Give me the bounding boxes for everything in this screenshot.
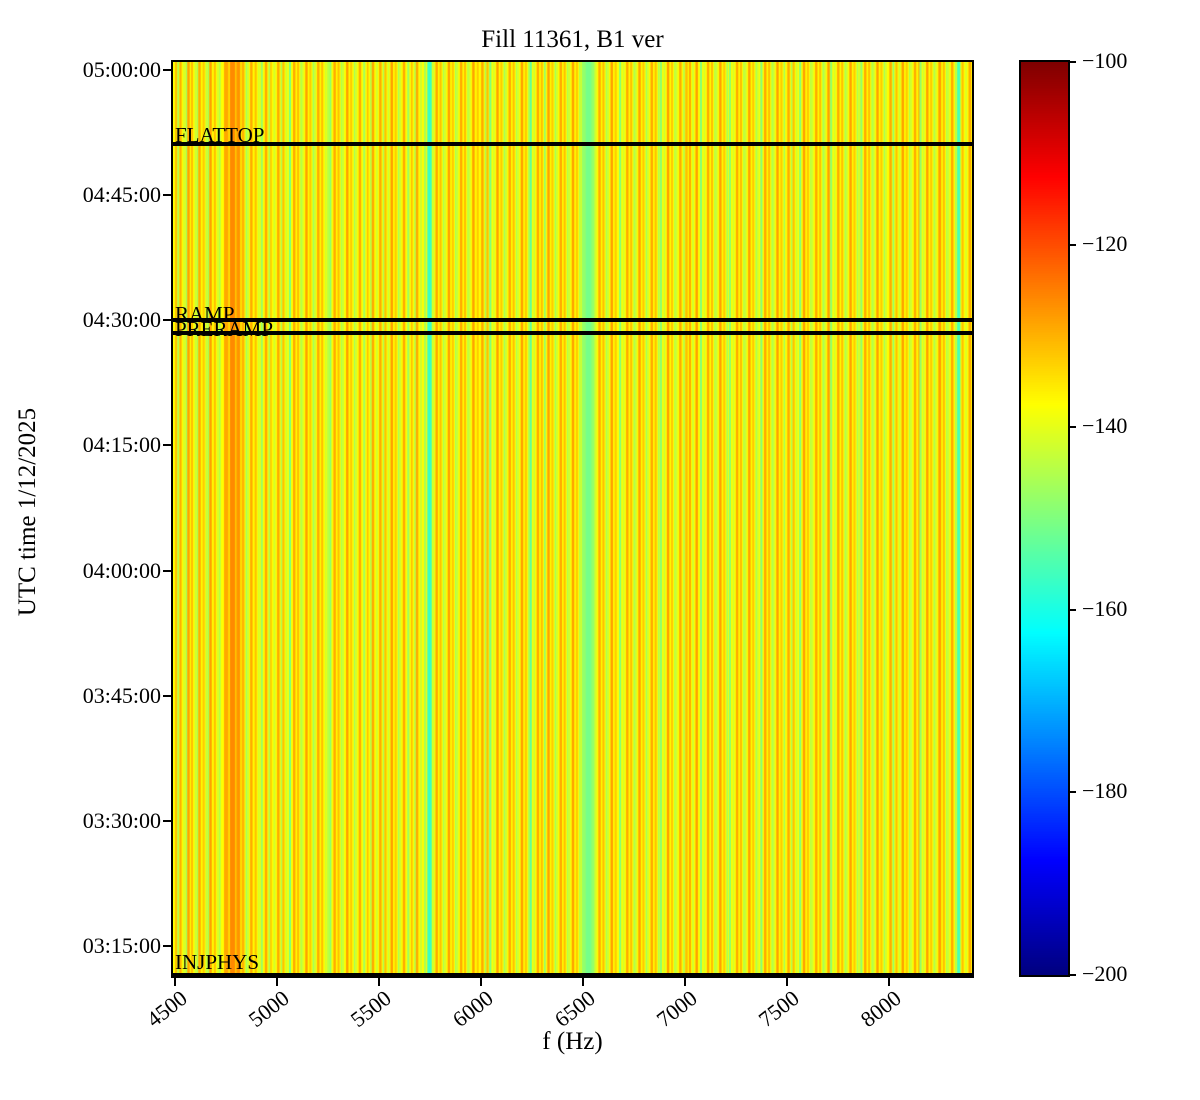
spectrogram-plot: FLATTOP RAMP PRERAMP INJPHYS xyxy=(171,60,974,978)
y-tick-mark xyxy=(163,69,171,72)
colorbar xyxy=(1019,60,1070,977)
x-axis-label: f (Hz) xyxy=(542,1028,603,1055)
colorbar-tick-mark xyxy=(1068,974,1076,976)
y-tick-mark xyxy=(163,194,171,197)
event-label-preramp: PRERAMP xyxy=(175,317,274,342)
x-tick-mark xyxy=(378,978,381,986)
x-tick-mark xyxy=(582,978,585,986)
colorbar-tick-label: −160 xyxy=(1082,595,1128,621)
event-line-flattop xyxy=(173,142,972,147)
colorbar-tick-label: −140 xyxy=(1082,413,1128,439)
x-tick-mark xyxy=(786,978,789,986)
event-label-injphys: INJPHYS xyxy=(175,950,260,975)
event-label-ramp: RAMP xyxy=(175,302,235,327)
colorbar-tick-label: −120 xyxy=(1082,230,1128,256)
x-tick-mark xyxy=(480,978,483,986)
colorbar-tick-mark xyxy=(1068,426,1076,429)
event-label-flattop: FLATTOP xyxy=(175,123,265,148)
y-tick-mark xyxy=(163,694,171,697)
y-tick-label: 04:30:00 xyxy=(82,307,161,333)
y-tick-mark xyxy=(163,319,171,322)
colorbar-tick-mark xyxy=(1068,791,1076,794)
y-tick-label: 04:00:00 xyxy=(82,557,161,583)
y-tick-label: 03:45:00 xyxy=(82,682,161,708)
event-line-preramp xyxy=(173,331,972,336)
colorbar-gradient xyxy=(1021,62,1068,975)
colorbar-tick-mark xyxy=(1068,608,1076,611)
y-tick-label: 05:00:00 xyxy=(82,57,161,83)
colorbar-tick-mark xyxy=(1068,243,1076,246)
x-tick-mark xyxy=(684,978,687,986)
spectrogram-heatmap xyxy=(173,62,972,976)
colorbar-tick-label: −100 xyxy=(1082,48,1128,73)
x-tick-mark xyxy=(174,978,177,986)
y-tick-label: 04:15:00 xyxy=(82,432,161,458)
y-tick-mark xyxy=(163,944,171,947)
y-tick-label: 03:15:00 xyxy=(82,932,161,958)
y-tick-mark xyxy=(163,819,171,822)
y-tick-mark xyxy=(163,444,171,447)
event-line-injphys xyxy=(173,973,972,978)
x-tick-mark xyxy=(888,978,891,986)
event-line-ramp xyxy=(173,318,972,323)
y-tick-label: 03:30:00 xyxy=(82,807,161,833)
y-tick-mark xyxy=(163,569,171,572)
colorbar-tick-label: −200 xyxy=(1082,961,1128,986)
x-tick-mark xyxy=(276,978,279,986)
y-tick-label: 04:45:00 xyxy=(82,182,161,208)
colorbar-tick-mark xyxy=(1068,61,1076,63)
colorbar-tick-label: −180 xyxy=(1082,778,1128,804)
chart-title: Fill 11361, B1 ver xyxy=(481,26,664,53)
